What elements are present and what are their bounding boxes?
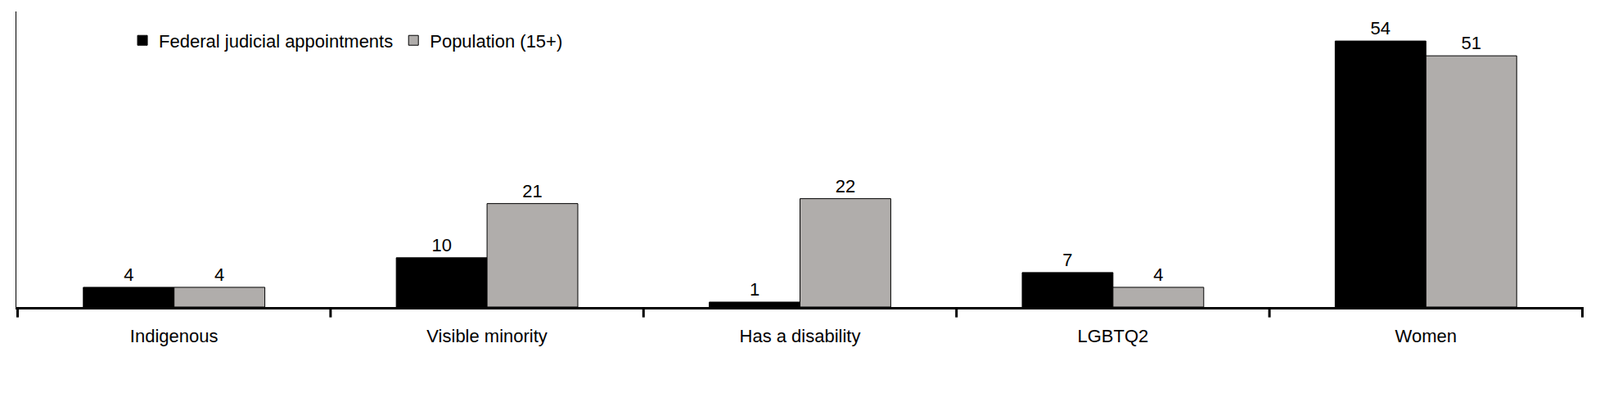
svg-text:LGBTQ2: LGBTQ2 (1077, 325, 1149, 347)
svg-text:4: 4 (214, 264, 225, 285)
svg-text:4: 4 (1153, 264, 1163, 285)
svg-text:Population (15+): Population (15+) (429, 31, 563, 52)
svg-text:Federal judicial appointments: Federal judicial appointments (158, 31, 393, 52)
svg-text:Has a disability: Has a disability (739, 325, 861, 347)
svg-text:Women: Women (1395, 325, 1457, 347)
svg-text:10: 10 (431, 234, 451, 256)
svg-text:7: 7 (1062, 249, 1073, 271)
svg-text:54: 54 (1370, 18, 1391, 39)
svg-text:Visible minority: Visible minority (426, 325, 548, 347)
svg-text:51: 51 (1461, 32, 1482, 54)
svg-text:Indigenous: Indigenous (130, 325, 219, 347)
svg-text:22: 22 (835, 175, 856, 197)
svg-text:21: 21 (522, 180, 542, 202)
svg-text:4: 4 (123, 264, 134, 285)
svg-text:1: 1 (749, 279, 760, 300)
